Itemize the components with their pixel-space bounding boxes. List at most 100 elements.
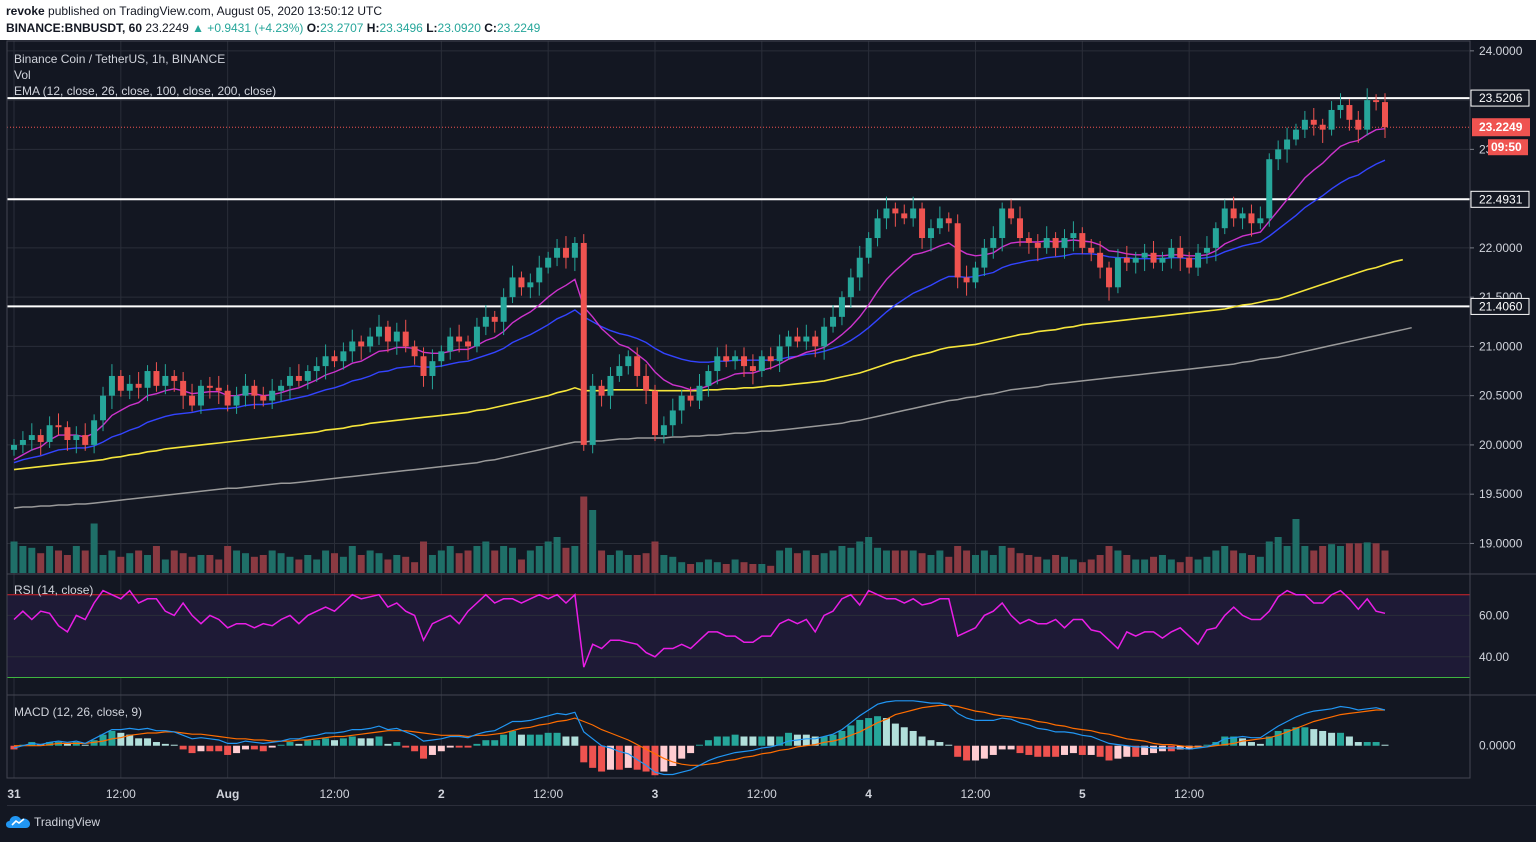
countdown-label: 09:50 [1491,140,1522,154]
candle-body [687,395,694,401]
candle-body [117,375,124,391]
ohlc-line: BINANCE:BNBUSDT, 60 23.2249 ▲ +0.9431 (+… [6,21,540,35]
volume-bar [865,537,873,573]
macd-histogram-bar [1354,742,1362,746]
volume-bar [126,553,134,573]
volume-bar [1221,546,1229,573]
volume-bar [1194,559,1202,573]
candle-body [625,356,632,367]
macd-histogram-bar [624,745,632,768]
candle-body [1159,257,1166,263]
macd-histogram-bar [215,745,223,752]
macd-histogram-bar [1114,745,1122,759]
brand-name: TradingView [34,815,101,829]
volume-bar [1256,556,1264,573]
time-tick-label: 12:00 [1174,787,1204,801]
macd-histogram-bar [918,736,926,746]
volume-bar [339,556,347,573]
time-tick-label: 3 [652,787,659,801]
volume-bar [1078,562,1086,573]
candle-body [580,242,587,445]
candle-body [64,427,71,440]
macd-histogram-bar [651,745,659,776]
macd-histogram-bar [509,730,517,746]
macd-histogram-bar [304,740,312,746]
candle-body [874,218,881,239]
candle-body [1061,238,1068,248]
volume-bar [420,541,428,573]
volume-bar [1176,562,1184,573]
volume-bar [980,550,988,573]
volume-bar [767,565,775,573]
legend-title: Binance Coin / TetherUS, 1h, BINANCE [14,52,225,66]
candle-body [1364,100,1371,130]
candle-body [1025,238,1032,243]
volume-bar [704,559,712,573]
candle-body [233,395,240,406]
macd-histogram-bar [1150,745,1158,754]
candle-body [55,425,62,428]
low-value: 23.0920 [437,21,481,35]
volume-bar [1087,559,1095,573]
volume-bar [509,547,517,573]
candle-body [1008,208,1015,219]
time-tick-label: 5 [1079,787,1086,801]
chart-canvas[interactable]: 24.000023.500023.000022.500022.000021.50… [0,0,1536,806]
candle-body [376,326,383,337]
volume-bar [313,559,321,573]
level-price-label: 22.4931 [1479,192,1523,206]
volume-bar [99,555,107,573]
macd-histogram-bar [268,745,276,748]
macd-line [13,700,1386,776]
volume-bar [909,550,917,573]
macd-histogram-bar [1185,745,1193,750]
volume-bar [411,562,419,573]
macd-histogram-bar [117,732,125,746]
volume-bar [838,546,846,573]
candle-body [803,336,810,342]
macd-histogram-bar [731,734,739,746]
volume-bar [562,547,570,573]
macd-histogram-bar [1336,732,1344,746]
volume-bar [793,553,801,573]
macd-histogram-bar [241,745,249,750]
volume-bar [464,550,472,573]
macd-histogram-bar [669,745,677,767]
macd-histogram-bar [1132,745,1140,757]
candle-body [972,267,979,283]
candle-body [197,385,204,406]
candle-body [447,336,454,352]
volume-bar [1292,519,1300,573]
candle-body [171,375,178,381]
macd-histogram-bar [455,745,463,748]
candle-body [1292,129,1299,140]
legend: Binance Coin / TetherUS, 1h, BINANCE Vol… [14,52,276,719]
candle-body [1382,102,1388,128]
price-tick-label: 20.5000 [1479,389,1523,403]
macd-histogram-bar [1310,729,1318,746]
candle-body [1275,149,1282,160]
macd-histogram-bar [428,745,436,755]
author-name[interactable]: revoke [6,4,45,18]
candle-body [794,336,801,342]
macd-histogram-bar [1221,736,1229,746]
volume-bar [330,553,338,573]
macd-histogram-bar [553,732,561,746]
macd-histogram-bar [936,742,944,746]
macd-histogram-bar [322,738,330,746]
candle-body [518,277,525,288]
macd-histogram-bar [1239,738,1247,746]
tradingview-logo[interactable]: TradingView [6,815,100,829]
candle-body [251,385,258,396]
volume-bar [1319,546,1327,573]
candle-body [1168,247,1175,258]
volume-bar [1328,544,1336,573]
volume-bar [731,559,739,573]
level-price-tag [1470,190,1530,208]
candle-body [1150,252,1157,263]
candle-body [189,395,196,406]
volume-bar [1363,542,1371,573]
volume-bar [971,555,979,573]
macd-histogram-bar [46,742,54,746]
macd-histogram-bar [1069,745,1077,754]
